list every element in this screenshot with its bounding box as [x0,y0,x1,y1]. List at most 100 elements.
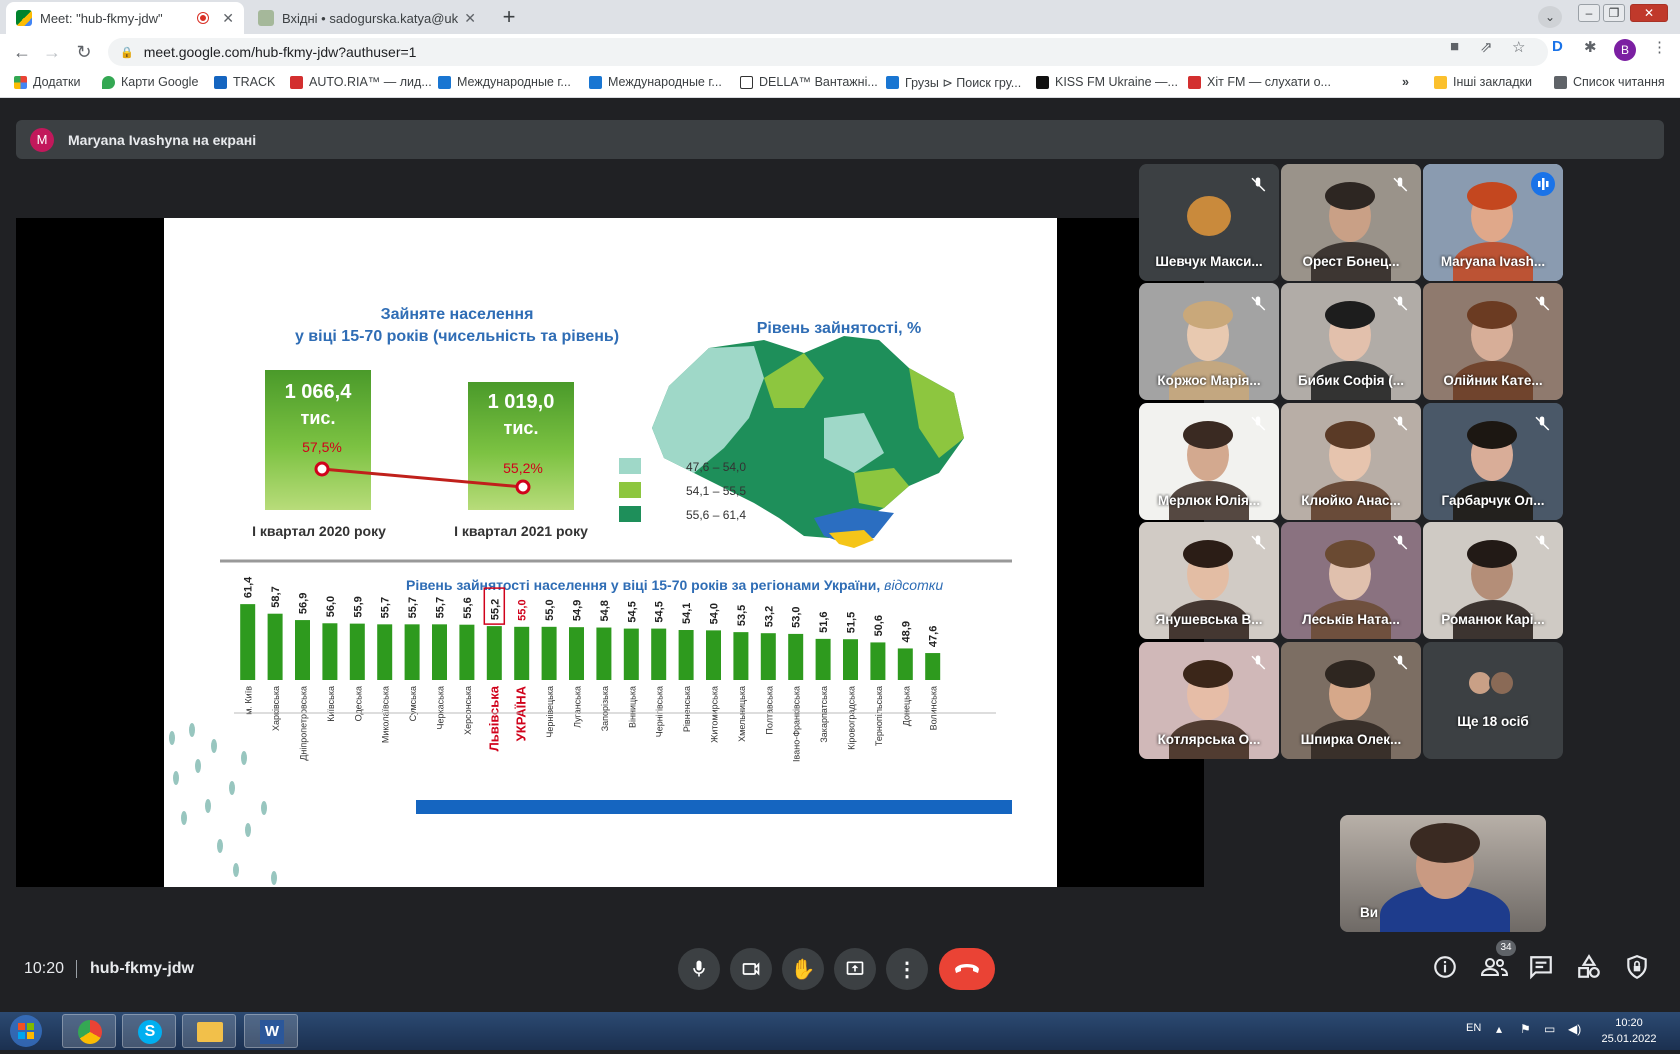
bar-category-label-7: Черкаська [436,686,446,729]
participant-tile[interactable]: Романюк Карі... [1423,522,1563,639]
info-icon [1434,956,1456,978]
participant-tile[interactable]: Котлярська О... [1139,642,1279,759]
tray-flag-icon[interactable]: ⚑ [1520,1022,1531,1036]
participant-tile[interactable]: Орест Бонец... [1281,164,1421,281]
tab-mail[interactable]: Вхідні • sadogurska.katya@ukr.n ✕ [248,2,486,34]
tray-arrow-icon[interactable]: ▴ [1496,1022,1503,1036]
share-icon[interactable]: ⇗ [1480,39,1493,56]
participant-tile[interactable]: Клюйко Анас... [1281,403,1421,520]
present-screen-button[interactable] [834,948,876,990]
participant-video [1281,403,1421,520]
activities-button[interactable] [1576,954,1604,982]
bar-16 [678,630,694,680]
taskbar-chrome[interactable] [62,1014,116,1048]
profile-avatar[interactable]: B [1614,39,1636,61]
rate-point-2020 [314,461,330,477]
participant-tile[interactable]: Бибик Софія (... [1281,283,1421,400]
bookmark-autoria[interactable]: AUTO.RIA™ — лид... [290,75,432,89]
bar-category-label-2: Дніпропетровська [299,686,309,761]
map-south-region [854,468,909,508]
tab-meet[interactable]: Meet: "hub-fkmy-jdw" ✕ [6,2,244,34]
bookmark-track[interactable]: TRACK [214,75,275,89]
raise-hand-button[interactable]: ✋ [782,948,824,990]
restore-button[interactable]: ❐ [1603,4,1625,22]
participants-button[interactable] [1480,954,1509,982]
host-controls-button[interactable] [1624,954,1652,982]
leave-call-button[interactable] [939,948,995,990]
meeting-details-button[interactable] [1432,954,1460,982]
menu-kebab-icon[interactable]: ⋮ [1652,39,1667,56]
self-view-tile[interactable]: Ви [1340,815,1546,932]
tray-volume-icon[interactable]: ◀) [1568,1022,1582,1036]
participant-tile[interactable]: Янушевська В... [1139,522,1279,639]
participant-name: Бибик Софія (... [1297,373,1405,388]
participant-video [1139,642,1279,759]
extensions-puzzle-icon[interactable]: ✱ [1584,39,1597,56]
participant-tile[interactable]: Гарбарчук Ол... [1423,403,1563,520]
present-icon [846,961,864,975]
bookmarks-overflow-button[interactable]: » [1402,75,1409,89]
close-tab-icon[interactable]: ✕ [464,9,476,26]
participant-video [1139,283,1279,400]
other-bookmarks[interactable]: Інші закладки [1434,75,1532,89]
mic-off-icon [1533,534,1551,552]
bookmark-intl-1[interactable]: Международные г... [438,75,571,89]
chat-button[interactable] [1528,954,1556,982]
word-icon: W [260,1020,284,1044]
more-participants-tile[interactable]: Ще 18 осіб [1423,642,1563,759]
taskbar-explorer[interactable] [182,1014,236,1048]
bar-value-label-12: 54,9 [572,600,584,621]
close-window-button[interactable]: ✕ [1630,4,1668,22]
new-tab-button[interactable]: + [502,4,516,29]
bar-6 [404,624,420,680]
taskbar-skype[interactable]: S [122,1014,176,1048]
bar-category-label-18: Хмельницька [737,686,747,742]
start-button[interactable] [6,1013,46,1049]
bar-value-label-11: 55,0 [544,599,556,620]
bookmark-maps[interactable]: Карти Google [102,75,198,89]
bar-value-label-21: 51,6 [818,611,830,632]
participant-tile[interactable]: Олійник Кате... [1423,283,1563,400]
bookmark-della[interactable]: DELLA™ Вантажні... [740,75,878,89]
camera-blocked-icon[interactable]: ■ [1450,38,1460,55]
camera-button[interactable] [730,948,772,990]
system-clock[interactable]: 10:20 25.01.2022 [1594,1015,1664,1047]
bookmark-hitfm[interactable]: Хіт FM — слухати о... [1188,75,1331,89]
participant-tile[interactable]: Maryana Ivash... [1423,164,1563,281]
extension-icon[interactable]: D [1552,38,1563,55]
bookmark-star-icon[interactable]: ☆ [1512,39,1526,56]
reading-list[interactable]: Список читання [1554,75,1665,89]
participant-video [1423,522,1563,639]
close-tab-icon[interactable]: ✕ [222,9,234,26]
bookmark-cargo[interactable]: Грузы ⊳ Поиск гру... [886,75,1021,90]
back-button[interactable]: ← [13,42,31,62]
minimize-button[interactable]: – [1578,4,1600,22]
bookmark-kissfm[interactable]: KISS FM Ukraine —... [1036,75,1178,89]
more-options-button[interactable]: ⋮ [886,948,928,990]
slide-title-line1: Зайняте населення [381,306,534,323]
reload-button[interactable]: ↻ [76,42,92,62]
taskbar-word[interactable]: W [244,1014,298,1048]
participant-tile[interactable]: Коржос Марія... [1139,283,1279,400]
participant-name: Олійник Кате... [1443,373,1543,388]
bookmark-apps[interactable]: Додатки [14,75,80,89]
participant-tile[interactable]: Мерлюк Юлія... [1139,403,1279,520]
tab-search-button[interactable]: ⌄ [1538,6,1562,28]
participant-tile[interactable]: Леськів Ната... [1281,522,1421,639]
participant-tile[interactable]: Шевчук Макси... [1139,164,1279,281]
bar-category-label-12: Луганська [573,686,583,728]
bar-value-label-7: 55,7 [435,597,447,618]
tray-network-icon[interactable]: ▭ [1544,1022,1556,1036]
address-bar[interactable]: 🔒 meet.google.com/hub-fkmy-jdw?authuser=… [108,38,1548,66]
participant-tile[interactable]: Шпирка Олек... [1281,642,1421,759]
chrome-icon [78,1020,102,1044]
microphone-button[interactable] [678,948,720,990]
bar-value-label-2: 56,9 [298,593,310,614]
box-2021-label: I квартал 2021 року [454,523,588,539]
participant-name: Коржос Марія... [1157,373,1261,388]
shared-screen[interactable]: Зайняте населення у віці 15-70 років (чи… [16,218,1204,887]
forward-button[interactable]: → [43,42,61,62]
language-indicator[interactable]: EN [1466,1022,1482,1034]
mic-off-icon [1249,415,1267,433]
bookmark-intl-2[interactable]: Международные г... [589,75,722,89]
